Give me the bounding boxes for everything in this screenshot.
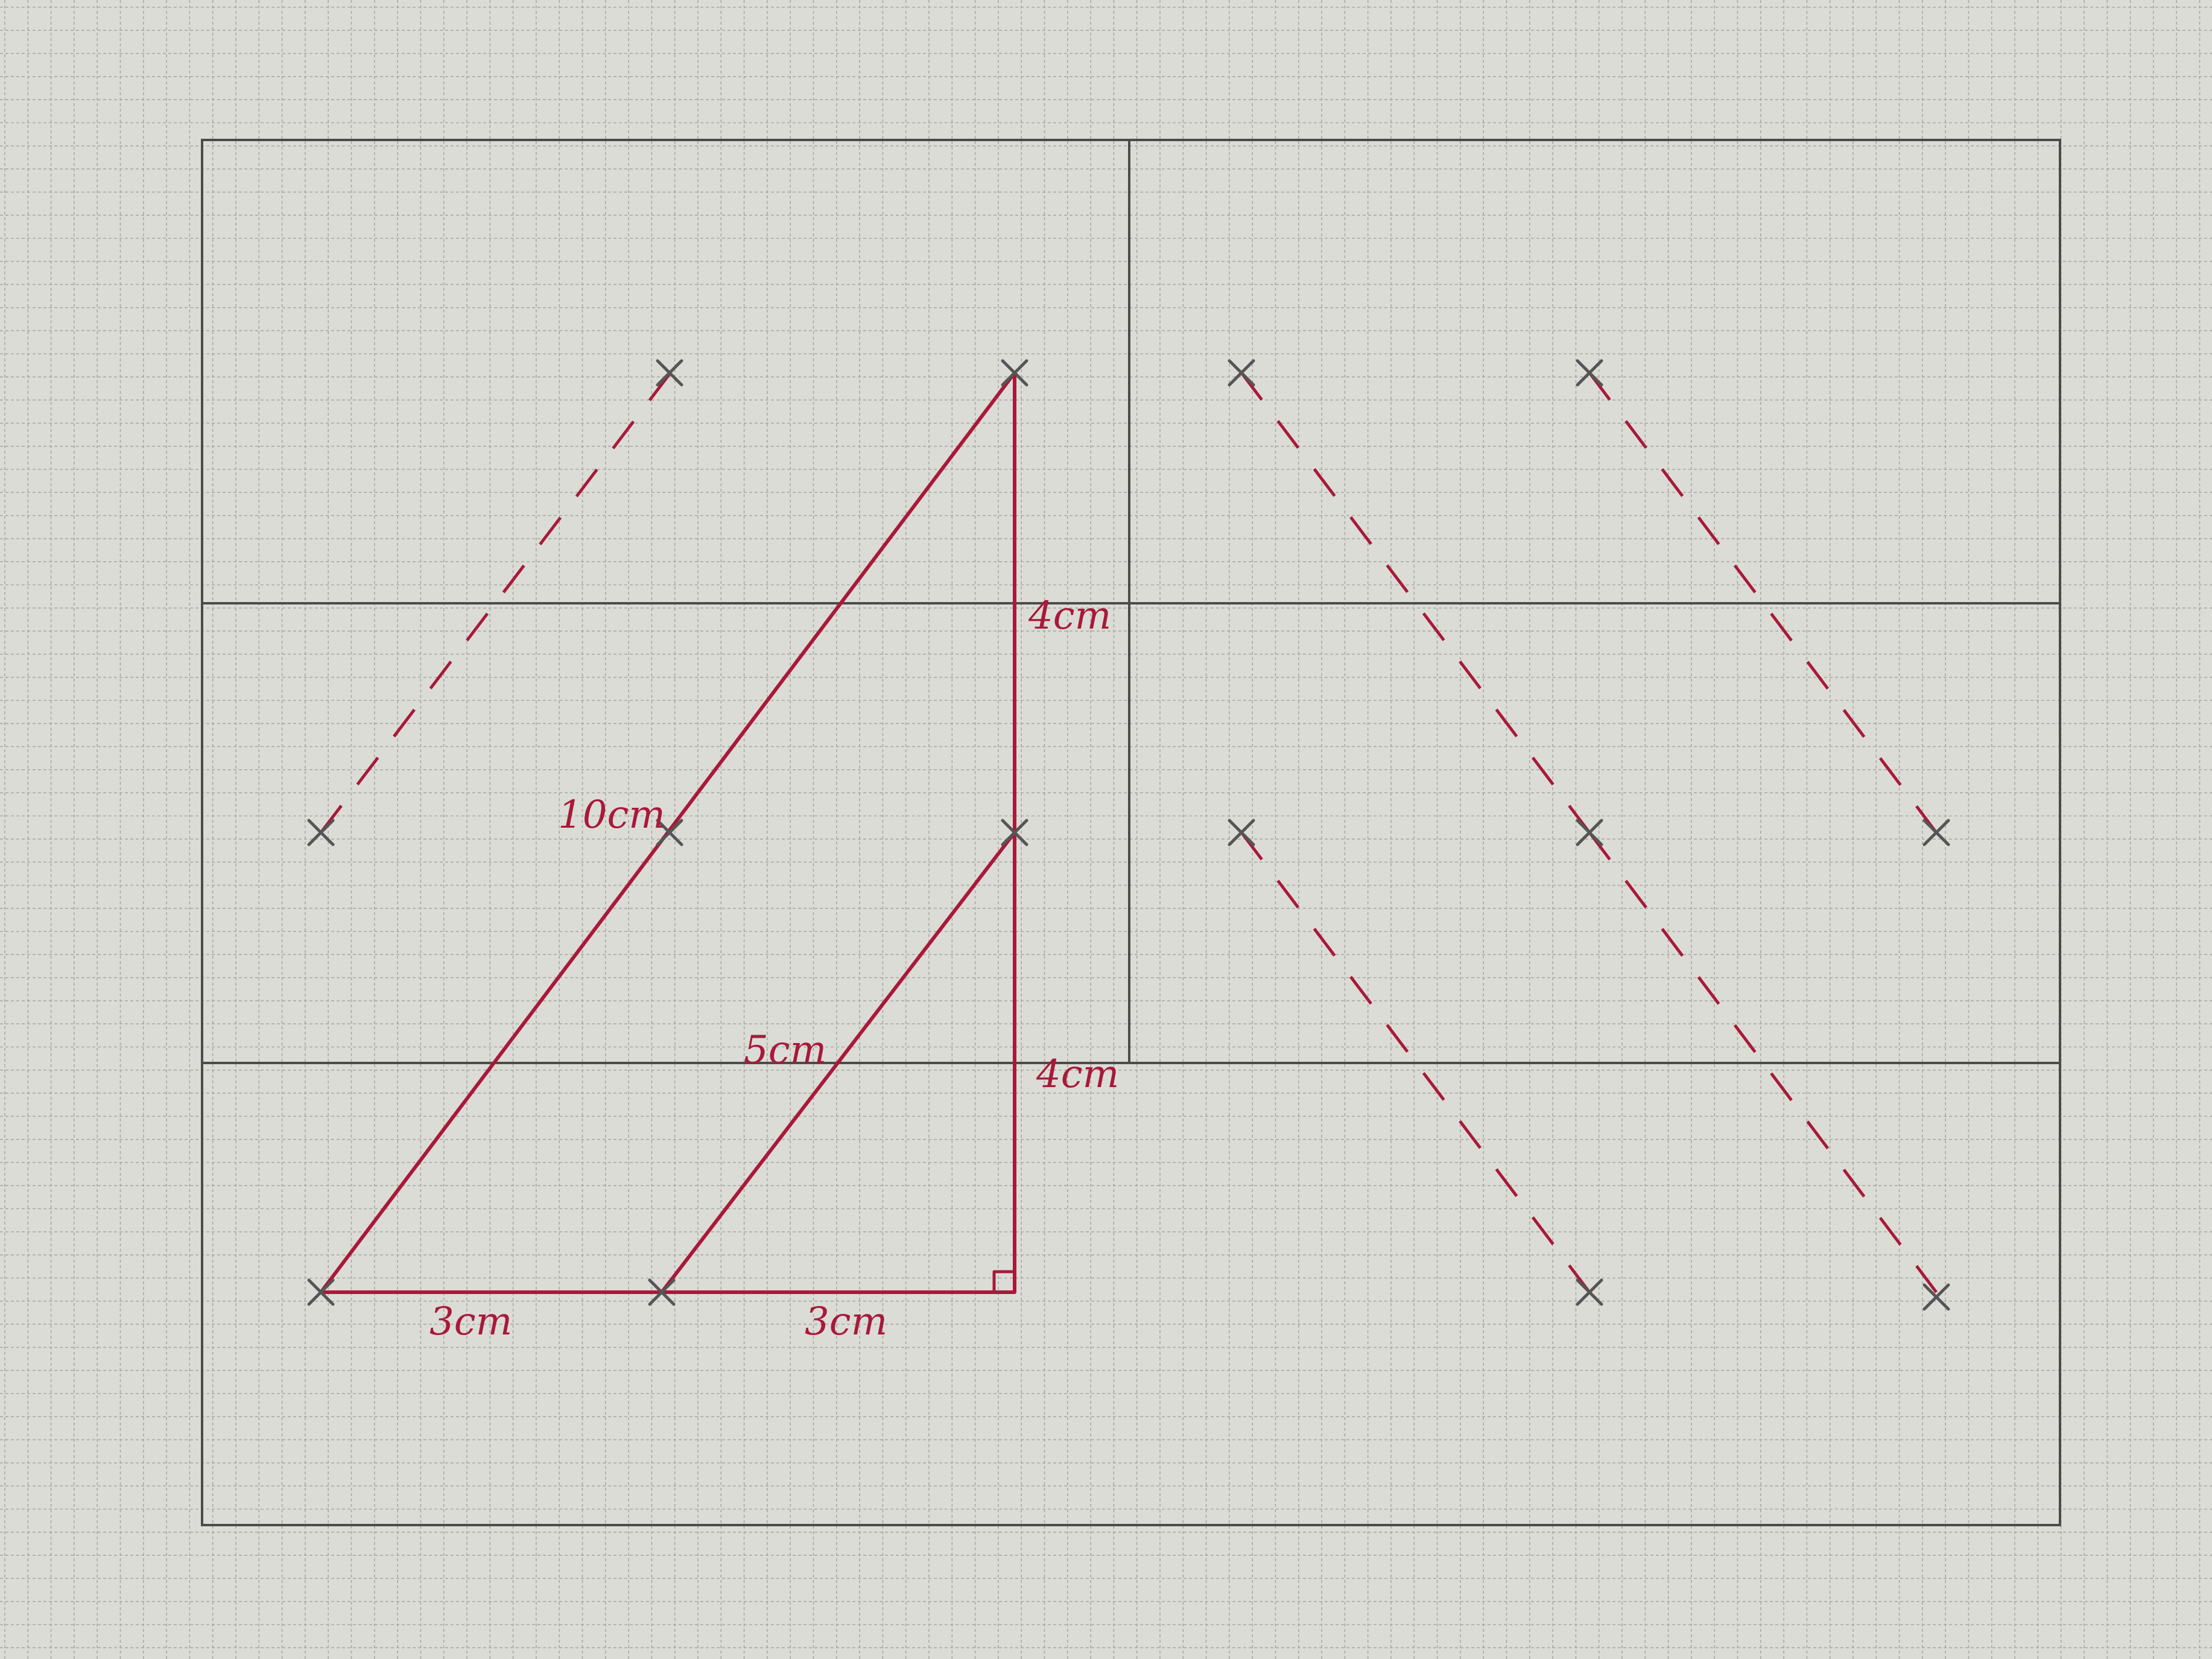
cross-mark — [1001, 359, 1028, 387]
cross-mark — [1922, 819, 1950, 846]
cross-stroke — [307, 819, 335, 846]
cross-mark — [307, 819, 335, 846]
cross-mark — [1001, 819, 1028, 846]
cross-stroke — [1576, 1278, 1603, 1306]
cross-mark — [648, 1278, 676, 1306]
label-4cm-lower: 4cm — [1036, 1052, 1119, 1097]
cross-stroke — [656, 819, 683, 846]
right-angle-marker — [992, 1270, 1015, 1292]
pencil-frame — [201, 139, 2061, 1526]
label-3cm-right: 3cm — [805, 1299, 887, 1344]
cross-stroke — [1576, 359, 1603, 387]
cross-stroke — [1922, 1283, 1950, 1311]
label-4cm-upper: 4cm — [1028, 594, 1111, 638]
cross-mark — [1922, 1283, 1950, 1311]
cross-stroke — [1228, 359, 1255, 387]
cross-stroke — [1001, 359, 1028, 387]
label-5cm: 5cm — [744, 1028, 826, 1073]
cross-mark — [1576, 819, 1603, 846]
cross-mark — [1228, 359, 1255, 387]
cross-mark — [1576, 359, 1603, 387]
grid-point-crosses — [307, 359, 1950, 1311]
label-10cm: 10cm — [558, 793, 665, 837]
cross-mark — [307, 1278, 335, 1306]
small-triangle-hypotenuse — [660, 831, 1016, 1293]
outer-rectangle — [201, 139, 2061, 1526]
cross-mark — [656, 359, 683, 387]
measurement-labels: 10cm 5cm 4cm 4cm 3cm 3cm — [429, 594, 1119, 1344]
cross-stroke — [1228, 819, 1255, 846]
label-3cm-left: 3cm — [429, 1299, 512, 1344]
cross-mark — [1228, 819, 1255, 846]
cross-stroke — [656, 359, 683, 387]
cross-stroke — [648, 1278, 676, 1306]
cross-stroke — [1001, 819, 1028, 846]
cross-stroke — [1922, 819, 1950, 846]
cross-mark — [656, 819, 683, 846]
cross-stroke — [307, 1278, 335, 1306]
cross-stroke — [1576, 819, 1603, 846]
cross-mark — [1576, 1278, 1603, 1306]
